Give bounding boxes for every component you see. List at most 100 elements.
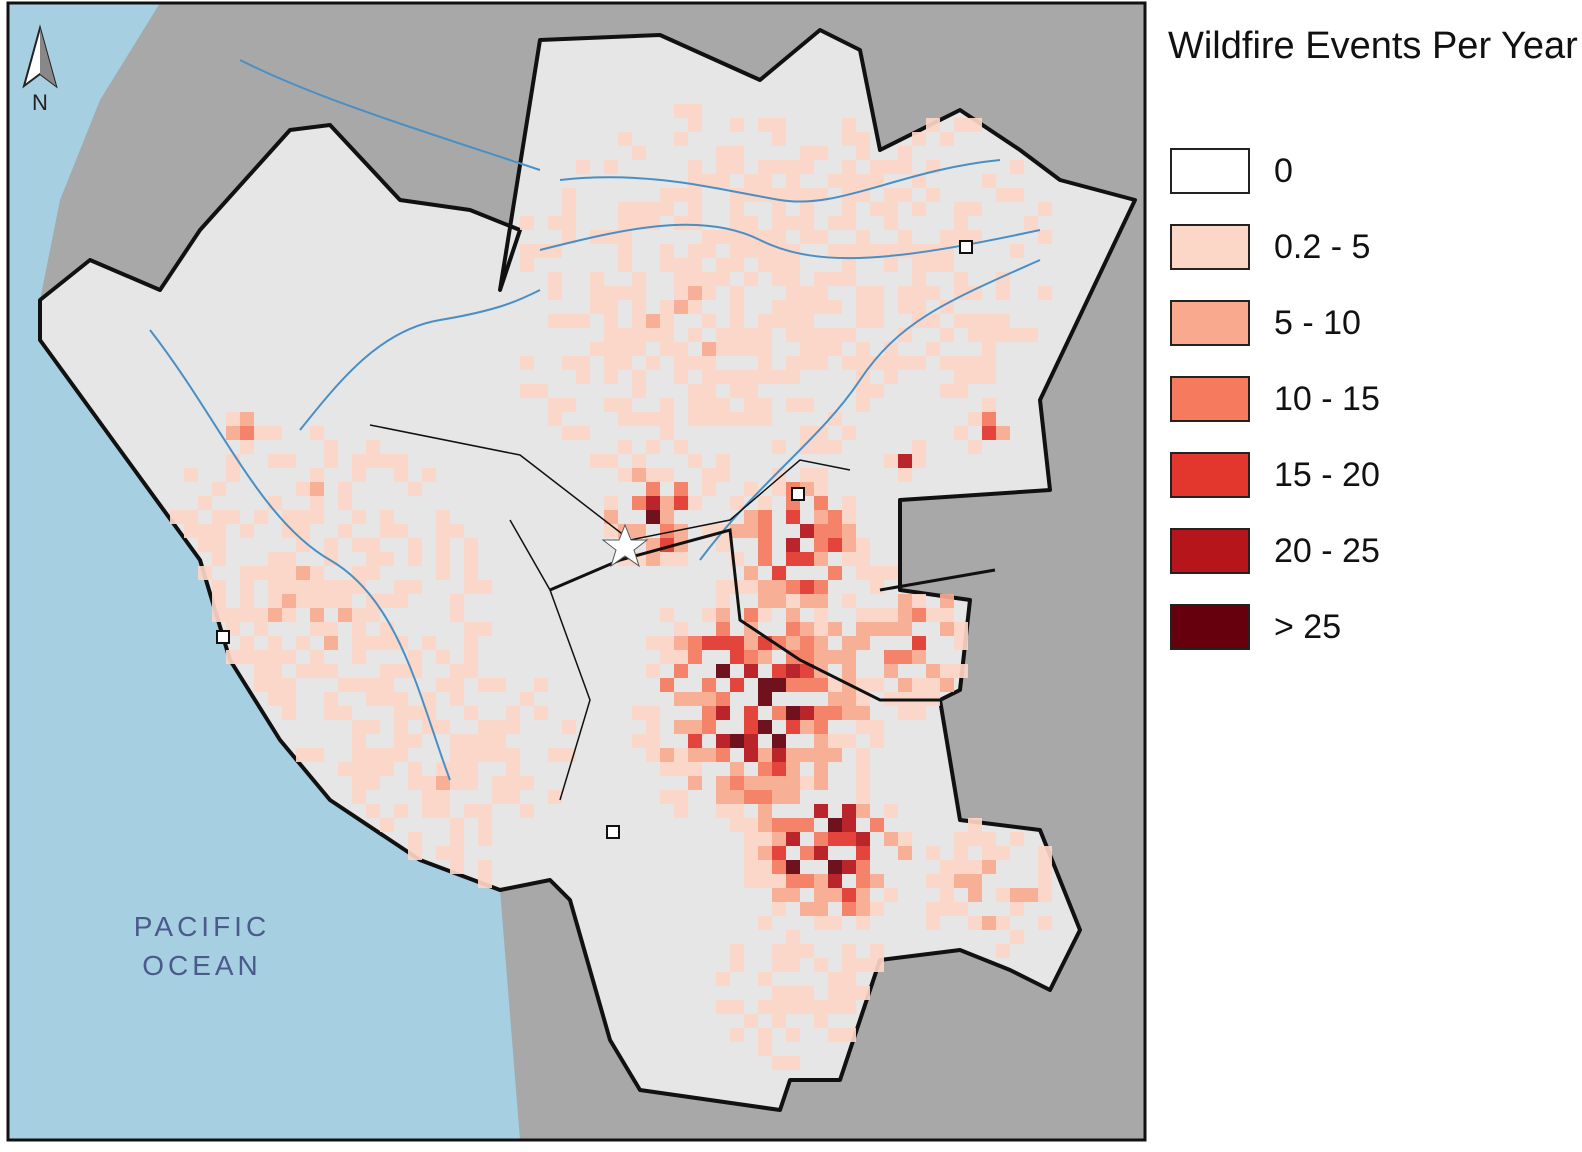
fire-cell: [646, 748, 660, 762]
fire-cell: [968, 202, 982, 216]
fire-cell: [828, 244, 842, 258]
fire-cell: [674, 286, 688, 300]
fire-cell: [842, 664, 856, 678]
fire-cell: [912, 594, 926, 608]
fire-cell: [912, 244, 926, 258]
fire-cell: [786, 1028, 800, 1042]
fire-cell: [814, 524, 828, 538]
fire-cell: [954, 272, 968, 286]
fire-cell: [800, 874, 814, 888]
fire-cell: [786, 720, 800, 734]
fire-cell: [772, 566, 786, 580]
fire-cell: [828, 706, 842, 720]
fire-cell: [618, 342, 632, 356]
fire-cell: [730, 412, 744, 426]
fire-cell: [632, 342, 646, 356]
fire-cell: [310, 482, 324, 496]
fire-cell: [352, 636, 366, 650]
fire-cell: [254, 426, 268, 440]
fire-cell: [1010, 328, 1024, 342]
fire-cell: [800, 426, 814, 440]
fire-cell: [422, 692, 436, 706]
fire-cell: [744, 748, 758, 762]
fire-cell: [1010, 832, 1024, 846]
legend-swatch: [1170, 376, 1250, 422]
fire-cell: [856, 398, 870, 412]
fire-cell: [576, 160, 590, 174]
fire-cell: [884, 216, 898, 230]
fire-cell: [856, 174, 870, 188]
fire-cell: [688, 748, 702, 762]
fire-cell: [338, 608, 352, 622]
fire-cell: [744, 370, 758, 384]
fire-cell: [380, 678, 394, 692]
fire-cell: [786, 832, 800, 846]
fire-cell: [772, 118, 786, 132]
fire-cell: [268, 664, 282, 678]
fire-cell: [674, 104, 688, 118]
fire-cell: [884, 622, 898, 636]
fire-cell: [296, 510, 310, 524]
legend-swatch: [1170, 148, 1250, 194]
fire-cell: [912, 706, 926, 720]
fire-cell: [478, 804, 492, 818]
fire-cell: [562, 202, 576, 216]
fire-cell: [744, 790, 758, 804]
fire-cell: [716, 1000, 730, 1014]
fire-cell: [758, 1000, 772, 1014]
fire-cell: [758, 1028, 772, 1042]
fire-cell: [758, 832, 772, 846]
fire-cell: [758, 160, 772, 174]
fire-cell: [478, 720, 492, 734]
fire-cell: [688, 104, 702, 118]
fire-cell: [772, 230, 786, 244]
fire-cell: [758, 874, 772, 888]
fire-cell: [786, 300, 800, 314]
map: N PACIFIC OCEAN: [6, 1, 1147, 1142]
fire-cell: [842, 356, 856, 370]
fire-cell: [926, 314, 940, 328]
fire-cell: [324, 454, 338, 468]
fire-cell: [870, 580, 884, 594]
fire-cell: [800, 748, 814, 762]
fire-cell: [884, 454, 898, 468]
fire-cell: [786, 664, 800, 678]
fire-cell: [520, 244, 534, 258]
fire-cell: [856, 552, 870, 566]
fire-cell: [282, 692, 296, 706]
fire-cell: [758, 608, 772, 622]
fire-cell: [786, 580, 800, 594]
fire-cell: [436, 720, 450, 734]
fire-cell: [744, 706, 758, 720]
fire-cell: [324, 580, 338, 594]
fire-cell: [828, 1000, 842, 1014]
fire-cell: [562, 188, 576, 202]
fire-cell: [744, 636, 758, 650]
fire-cell: [366, 440, 380, 454]
fire-cell: [828, 174, 842, 188]
fire-cell: [842, 496, 856, 510]
fire-cell: [912, 174, 926, 188]
fire-cell: [786, 608, 800, 622]
fire-cell: [674, 622, 688, 636]
river: [239, 59, 541, 171]
fire-cell: [828, 328, 842, 342]
north-label: N: [32, 90, 48, 115]
fire-cell: [380, 762, 394, 776]
fire-cell: [968, 118, 982, 132]
fire-cell: [730, 1028, 744, 1042]
fire-cell: [464, 636, 478, 650]
fire-cell: [730, 370, 744, 384]
river: [149, 329, 451, 781]
legend-swatch: [1170, 528, 1250, 574]
fire-cell: [366, 720, 380, 734]
fire-cell: [758, 748, 772, 762]
fire-cell: [800, 706, 814, 720]
fire-cell: [646, 328, 660, 342]
fire-cell: [982, 832, 996, 846]
fire-cell: [870, 734, 884, 748]
fire-cell: [716, 972, 730, 986]
fire-cell: [352, 762, 366, 776]
fire-cell: [870, 384, 884, 398]
fire-cell: [772, 664, 786, 678]
